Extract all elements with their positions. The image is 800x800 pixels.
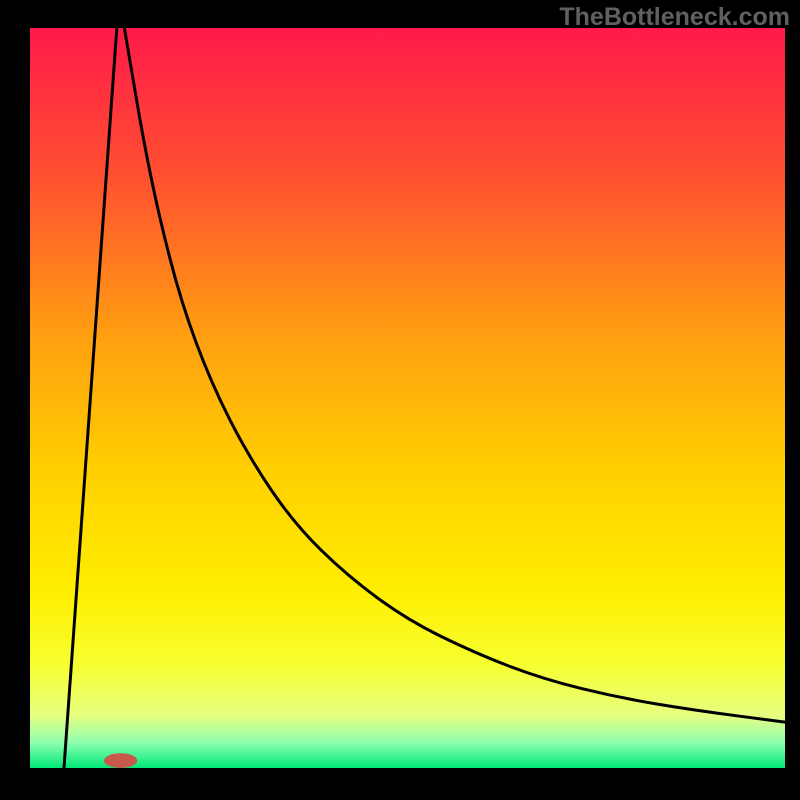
watermark-text: TheBottleneck.com (559, 3, 790, 32)
plot-area (30, 28, 785, 768)
chart-container: TheBottleneck.com (0, 0, 800, 800)
bottleneck-marker (104, 753, 137, 768)
chart-svg (30, 28, 785, 768)
